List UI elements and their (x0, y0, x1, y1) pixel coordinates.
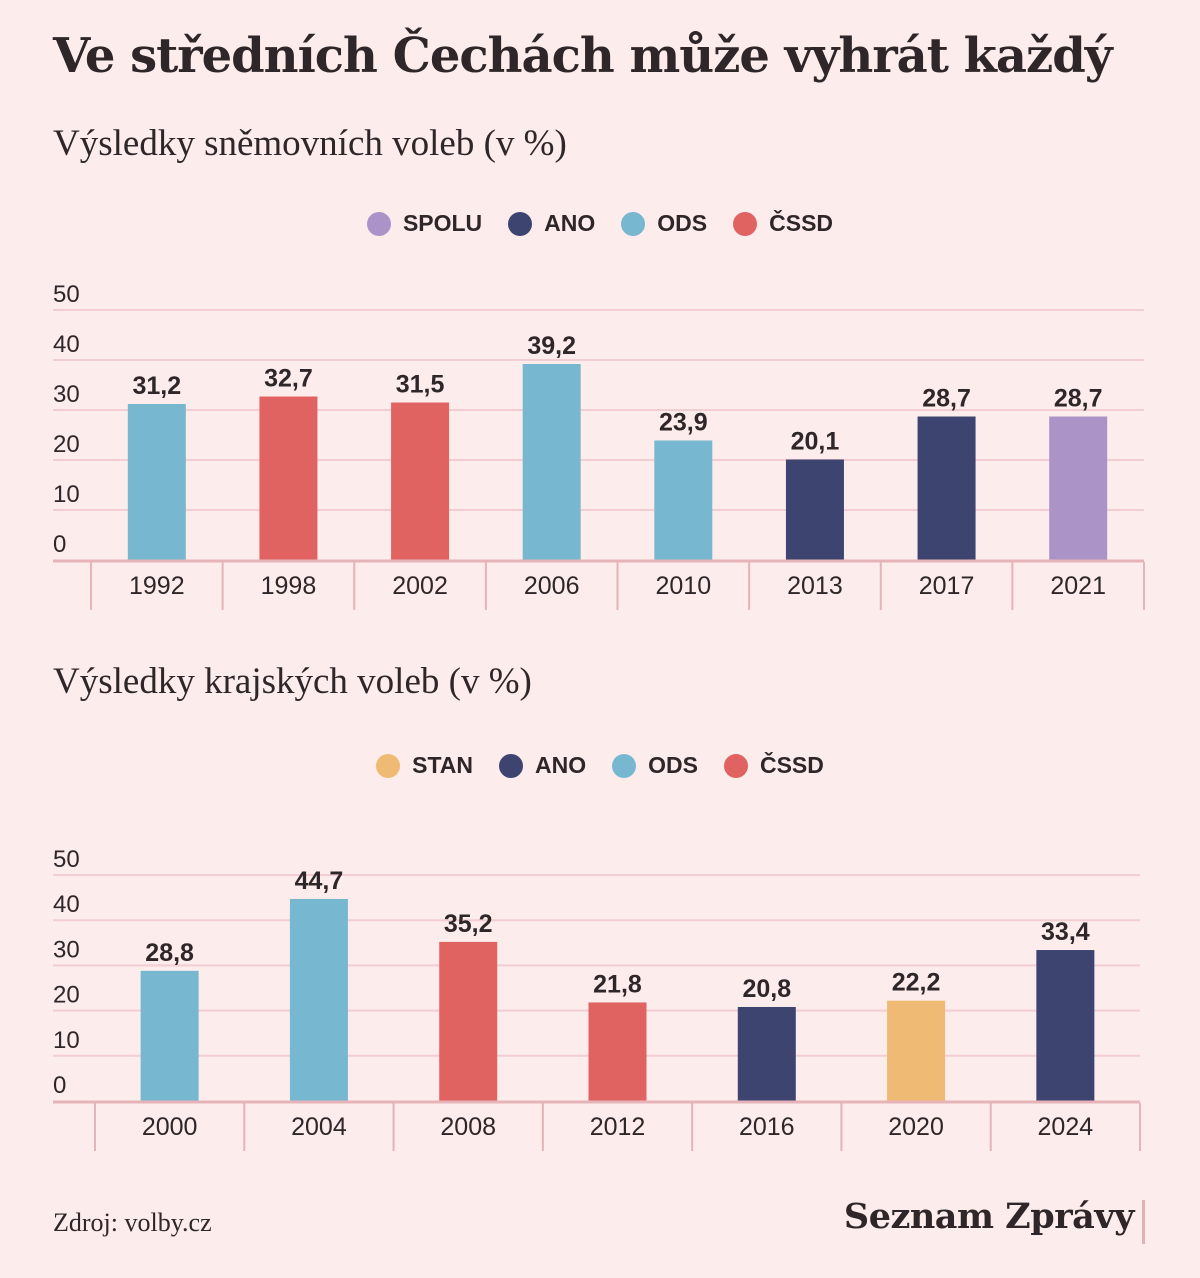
data-label: 31,5 (396, 371, 445, 399)
legend-item-ano: ANO (499, 752, 586, 779)
bar-2013 (785, 459, 844, 560)
x-tick-label: 2006 (524, 572, 580, 600)
x-tick-label: 2008 (440, 1113, 496, 1141)
data-label: 28,7 (922, 385, 971, 413)
bar-1992 (127, 404, 186, 560)
legend-swatch (508, 211, 533, 236)
y-tick-label: 40 (53, 331, 80, 358)
data-label: 35,2 (444, 910, 493, 938)
legend-label: ČSSD (759, 752, 824, 778)
y-tick-label: 20 (53, 982, 80, 1009)
bar-2006 (522, 364, 581, 560)
chart-1-title: Výsledky sněmovních voleb (v %) (53, 123, 567, 164)
x-tick-label: 2010 (656, 572, 712, 600)
y-tick-label: 0 (53, 531, 66, 558)
y-tick-label: 10 (53, 1027, 80, 1054)
x-tick-label: 2020 (888, 1113, 944, 1141)
bar-2002 (391, 402, 450, 560)
x-tick-label: 2002 (392, 572, 448, 600)
data-label: 22,2 (892, 969, 941, 997)
y-tick-label: 20 (53, 431, 80, 458)
y-tick-label: 30 (53, 936, 80, 963)
data-label: 23,9 (659, 409, 708, 437)
bar-2012 (588, 1002, 647, 1101)
data-label: 21,8 (593, 970, 642, 998)
bar-1998 (259, 396, 318, 560)
source-note: Zdroj: volby.cz (53, 1208, 212, 1237)
y-tick-label: 50 (53, 846, 80, 873)
y-tick-label: 40 (53, 891, 80, 918)
bar-2020 (887, 1000, 946, 1101)
x-tick-label: 2012 (590, 1113, 646, 1141)
data-label: 20,8 (742, 975, 791, 1003)
data-label: 39,2 (527, 332, 576, 360)
chart-1-legend: SPOLU ANO ODS ČSSD (0, 210, 1200, 237)
x-tick-label: 2000 (142, 1113, 198, 1141)
legend-item-ano: ANO (508, 210, 595, 237)
data-label: 32,7 (264, 365, 313, 393)
legend-item-stan: STAN (376, 752, 473, 779)
bar-2024 (1036, 950, 1095, 1101)
data-label: 28,7 (1054, 385, 1103, 413)
data-label: 31,2 (132, 372, 181, 400)
y-tick-label: 10 (53, 481, 80, 508)
chart-2-title: Výsledky krajských voleb (v %) (53, 661, 532, 702)
bar-2004 (289, 898, 348, 1101)
x-tick-label: 2016 (739, 1113, 795, 1141)
brand-logo: Seznam Zprávy (843, 1196, 1135, 1237)
legend-label: STAN (412, 752, 474, 778)
legend-item-ods: ODS (612, 752, 698, 779)
legend-swatch (376, 753, 401, 778)
page-title: Ve středních Čechách může vyhrát každý (53, 28, 1113, 84)
legend-label: ANO (535, 752, 587, 778)
bar-2010 (654, 440, 713, 560)
x-tick-label: 2013 (787, 572, 843, 600)
bar-2021 (1049, 416, 1108, 560)
data-label: 44,7 (295, 867, 344, 895)
x-tick-label: 2004 (291, 1113, 347, 1141)
legend-item-spolu: SPOLU (366, 210, 483, 237)
legend-label: ODS (648, 752, 698, 778)
legend-swatch (366, 211, 391, 236)
chart-2-legend: STAN ANO ODS ČSSD (0, 752, 1200, 779)
data-label: 33,4 (1041, 918, 1090, 946)
legend-label: ANO (544, 210, 596, 236)
legend-item-čssd: ČSSD (733, 210, 833, 237)
bar-2000 (140, 970, 199, 1101)
data-label: 28,8 (145, 939, 194, 967)
legend-label: SPOLU (402, 210, 483, 236)
bar-2017 (917, 416, 976, 560)
x-tick-label: 2024 (1038, 1113, 1094, 1141)
legend-item-čssd: ČSSD (723, 752, 824, 779)
y-tick-label: 0 (53, 1072, 66, 1099)
brand-divider (1142, 1200, 1145, 1244)
chart-1-plot: 0 10 20 30 40 50 31,2 32,7 31,5 39,2 23,9 20,1 28,7 2… (53, 281, 1145, 610)
chart-2-plot: 0 10 20 30 40 50 28,8 44,7 35,2 21,8 20,8 22,2 33,4 2… (53, 846, 1141, 1151)
legend-swatch (621, 211, 646, 236)
x-tick-label: 2021 (1050, 572, 1106, 600)
x-tick-label: 1998 (261, 572, 317, 600)
data-label: 20,1 (791, 428, 840, 456)
legend-label: ČSSD (769, 210, 834, 236)
x-tick-label: 1992 (129, 572, 185, 600)
legend-swatch (612, 753, 637, 778)
y-tick-label: 50 (53, 281, 80, 308)
legend-swatch (723, 753, 748, 778)
y-tick-label: 30 (53, 381, 80, 408)
bar-2016 (737, 1006, 796, 1101)
legend-swatch (499, 753, 524, 778)
bar-2008 (439, 941, 498, 1101)
legend-item-ods: ODS (621, 210, 707, 237)
x-tick-label: 2017 (919, 572, 975, 600)
legend-label: ODS (657, 210, 708, 236)
legend-swatch (733, 211, 758, 236)
